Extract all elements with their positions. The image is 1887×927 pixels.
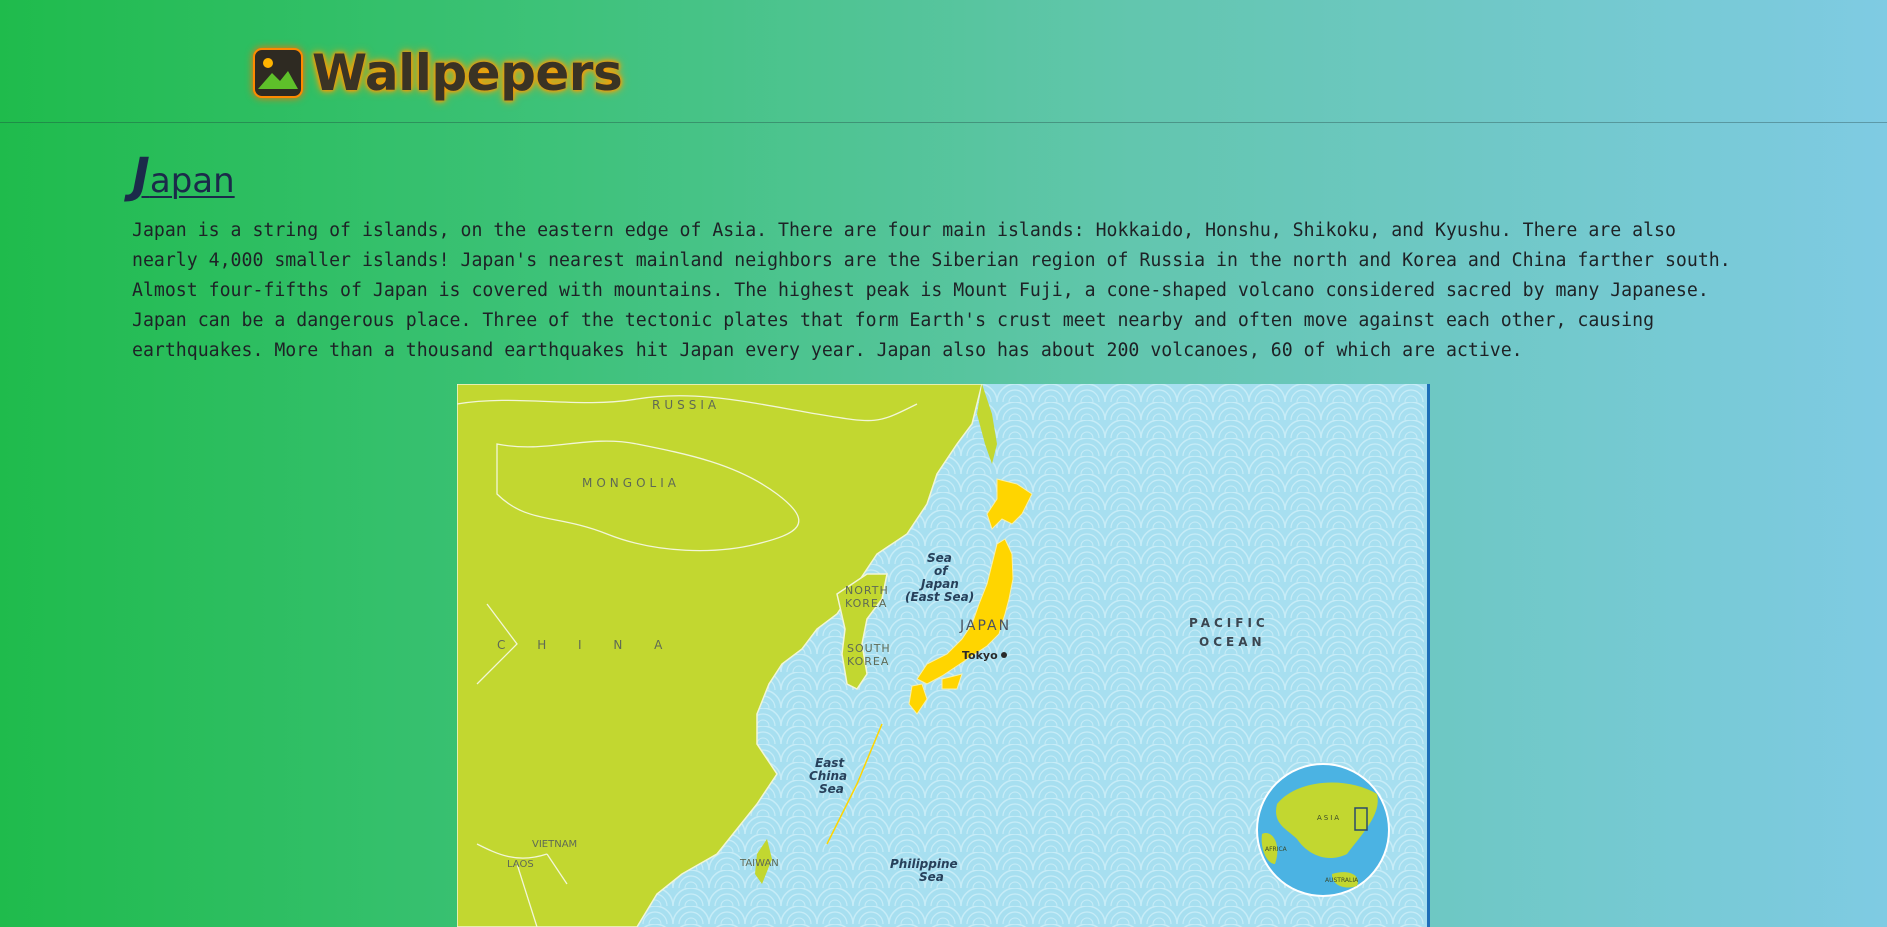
label-vietnam: VIETNAM bbox=[532, 839, 577, 850]
globe-label-asia: ASIA bbox=[1317, 814, 1341, 822]
site-header: Wallpepers bbox=[0, 0, 1887, 123]
label-east-china-1: East bbox=[815, 756, 845, 770]
label-taiwan: TAIWAN bbox=[739, 858, 779, 869]
page-title: Japan bbox=[132, 148, 235, 204]
tokyo-marker bbox=[1001, 652, 1007, 658]
label-sea-of-japan-3: Japan bbox=[919, 577, 959, 591]
label-russia: RUSSIA bbox=[652, 398, 720, 412]
title-initial: J bbox=[132, 148, 150, 204]
japan-islands bbox=[908, 478, 1033, 715]
label-south-korea-2: KOREA bbox=[847, 655, 889, 668]
japan-map-image: RUSSIA MONGOLIA C H I N A NORTH KOREA SO… bbox=[457, 384, 1430, 927]
country-borders bbox=[457, 395, 918, 927]
sakhalin bbox=[977, 384, 997, 464]
label-japan: JAPAN bbox=[959, 618, 1011, 634]
label-east-china-3: Sea bbox=[819, 782, 844, 796]
label-sea-of-japan-4: (East Sea) bbox=[905, 590, 974, 604]
article-paragraph: Japan is a string of islands, on the eas… bbox=[132, 220, 1731, 361]
label-laos: LAOS bbox=[507, 859, 534, 870]
label-south-korea: SOUTH bbox=[847, 642, 891, 655]
label-north-korea: NORTH bbox=[845, 584, 889, 597]
label-philippine-1: Philippine bbox=[890, 857, 958, 871]
site-name: Wallpepers bbox=[312, 44, 623, 102]
label-north-korea-2: KOREA bbox=[845, 597, 887, 610]
image-icon bbox=[253, 48, 303, 98]
asia-mainland bbox=[457, 384, 983, 927]
globe-inset: ASIA AFRICA AUSTRALIA bbox=[1256, 763, 1390, 897]
title-rest: apan bbox=[149, 161, 235, 201]
site-logo[interactable]: Wallpepers bbox=[252, 44, 623, 102]
globe-label-australia: AUSTRALIA bbox=[1325, 877, 1359, 884]
globe-highlight-box bbox=[1354, 807, 1368, 831]
map-svg: RUSSIA MONGOLIA C H I N A NORTH KOREA SO… bbox=[457, 384, 1424, 927]
korean-peninsula bbox=[836, 573, 888, 690]
label-china: C H I N A bbox=[497, 638, 676, 652]
label-sea-of-japan-2: of bbox=[934, 564, 949, 578]
label-pacific: PACIFIC bbox=[1189, 616, 1269, 630]
label-mongolia: MONGOLIA bbox=[582, 476, 680, 490]
label-sea-of-japan-1: Sea bbox=[927, 551, 952, 565]
label-ocean: OCEAN bbox=[1199, 635, 1266, 649]
label-tokyo: Tokyo bbox=[962, 649, 998, 662]
label-east-china-2: China bbox=[809, 769, 847, 783]
label-philippine-2: Sea bbox=[919, 870, 944, 884]
taiwan bbox=[755, 839, 772, 884]
globe-label-africa: AFRICA bbox=[1265, 846, 1288, 853]
ryukyu-islands bbox=[826, 723, 883, 845]
